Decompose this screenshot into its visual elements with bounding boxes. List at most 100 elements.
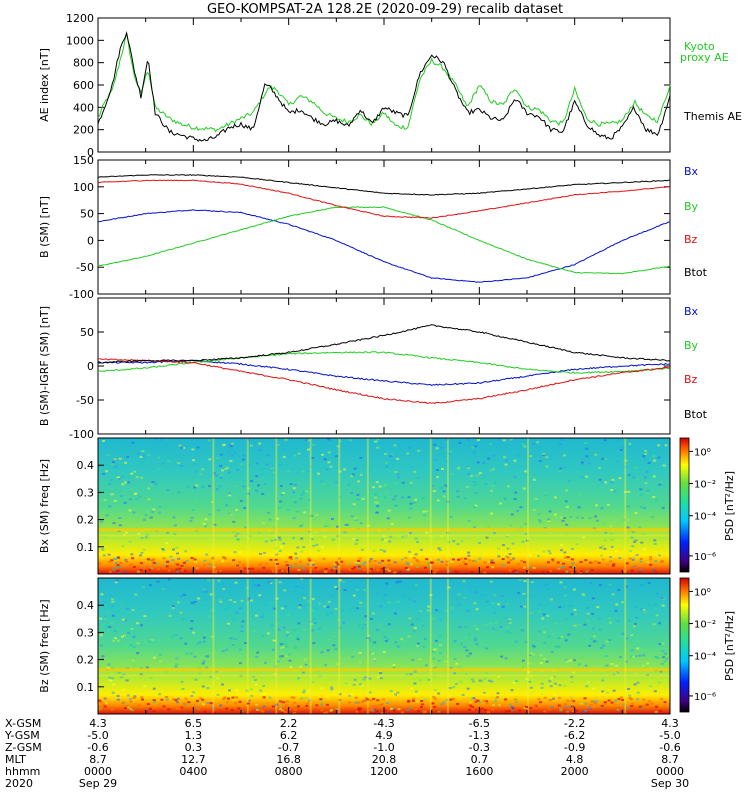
- colorbar-tick-label: 10⁻⁴: [694, 512, 716, 523]
- spectrogram-cell: [271, 648, 275, 651]
- spectrogram-cell: [330, 594, 334, 597]
- spectrogram-cell: [356, 493, 360, 496]
- spectrogram-cell: [260, 509, 264, 512]
- spectrogram-cell: [307, 557, 311, 560]
- spectrogram-cell: [126, 607, 130, 610]
- y-tick-label: -50: [76, 261, 94, 274]
- spectrogram-cell: [447, 541, 450, 544]
- spectrogram-cell: [202, 640, 206, 643]
- spectrogram-cell: [407, 635, 411, 638]
- series-line-bx: [98, 209, 671, 283]
- spectrogram-cell: [194, 470, 198, 473]
- spectrogram-cell: [466, 609, 470, 612]
- spectrogram-cell: [547, 708, 551, 711]
- spectrogram-cell: [387, 569, 391, 572]
- spectrogram-cell: [588, 644, 592, 647]
- spectrogram-cell: [177, 462, 181, 464]
- spectrogram-cell: [336, 445, 340, 448]
- spectrogram-cell: [467, 438, 471, 441]
- spectrogram-cell: [211, 706, 215, 709]
- spectrogram-cell: [489, 469, 492, 472]
- spectrogram-cell: [373, 501, 377, 504]
- spectrogram-cell: [628, 557, 632, 560]
- spectrogram-cell: [375, 710, 379, 713]
- spectrogram-cell: [493, 611, 497, 614]
- spectrogram-cell: [116, 694, 120, 697]
- spectrogram-cell: [440, 703, 444, 706]
- spectrogram-cell: [211, 556, 215, 559]
- spectrogram-cell: [359, 601, 363, 604]
- spectrogram-cell: [246, 702, 250, 705]
- spectrogram-cell: [462, 580, 466, 583]
- spectrogram-cell: [357, 480, 361, 483]
- y-tick-label: 600: [73, 79, 94, 92]
- spectrogram-cell: [259, 689, 263, 692]
- spectrogram-cell: [383, 485, 387, 488]
- spectrogram-cell: [661, 506, 665, 509]
- spectrogram-cell: [228, 689, 231, 692]
- spectrogram-cell: [351, 473, 355, 476]
- spectrogram-cell: [412, 629, 416, 632]
- spectrogram-cell: [466, 467, 470, 469]
- spectrogram-cell: [485, 536, 489, 539]
- spectrogram-cell: [514, 571, 518, 573]
- spectrogram-cell: [540, 686, 544, 689]
- spectrogram-cell: [455, 598, 459, 601]
- spectrogram-cell: [584, 702, 588, 705]
- spectrogram-cell: [180, 564, 184, 567]
- spectrogram-cell: [347, 567, 350, 569]
- spectrogram-cell: [586, 711, 590, 714]
- spectrogram-cell: [649, 563, 653, 566]
- spectrogram-cell: [506, 556, 510, 559]
- spectrogram-cell: [216, 677, 220, 680]
- spectrogram-cell: [392, 498, 396, 501]
- spectrogram-cell: [114, 562, 118, 565]
- spectrogram-cell: [124, 558, 128, 561]
- spectrogram-cell: [333, 563, 337, 565]
- spectrogram-cell: [627, 567, 630, 570]
- spectrogram-cell: [239, 499, 243, 502]
- spectrogram-cell: [243, 526, 247, 529]
- spectrogram-cell: [389, 690, 393, 692]
- spectrogram-cell: [425, 558, 429, 561]
- spectrogram-cell: [577, 506, 581, 509]
- spectrogram-cell: [553, 589, 557, 592]
- spectrogram-cell: [570, 571, 574, 574]
- spectrogram-cell: [130, 553, 134, 556]
- spectrogram-cell: [281, 448, 285, 451]
- spectrogram-cell: [421, 581, 425, 584]
- spectrogram-cell: [372, 549, 376, 552]
- spectrogram-cell: [493, 594, 497, 597]
- spectrogram-cell: [473, 637, 477, 640]
- spectrogram-cell: [194, 501, 197, 504]
- ephemeris-value: -4.3: [373, 717, 394, 730]
- spectrogram-cell: [393, 482, 397, 485]
- spectrogram-cell: [638, 571, 642, 574]
- spectrogram-cell: [235, 611, 239, 614]
- spectrogram-cell: [441, 468, 444, 470]
- spectrogram-cell: [437, 659, 441, 662]
- spectrogram-cell: [110, 559, 114, 562]
- spectrogram-cell: [136, 622, 139, 625]
- spectrogram-cell: [306, 563, 310, 566]
- spectrogram-cell: [410, 563, 413, 566]
- spectrogram-cell: [176, 697, 180, 700]
- ae-ylabel: AE index [nT]: [38, 48, 51, 122]
- spectrogram-cell: [290, 696, 294, 699]
- spectrogram-cell: [497, 438, 501, 441]
- spectrogram-cell: [454, 439, 458, 442]
- spectrogram-cell: [590, 569, 594, 572]
- spectrogram-cell: [331, 538, 335, 541]
- spectrogram-cell: [295, 557, 299, 560]
- spectrogram-cell: [343, 589, 347, 591]
- spectrogram-cell: [206, 702, 210, 704]
- spectrogram-cell: [644, 611, 648, 614]
- spectrogram-cell: [514, 640, 518, 643]
- spectrogram-cell: [191, 509, 195, 511]
- spectrogram-cell: [444, 660, 448, 663]
- spectrogram-cell: [338, 557, 341, 560]
- spectrogram-cell: [293, 701, 297, 704]
- spectrogram-cell: [102, 440, 105, 442]
- spectrogram-cell: [282, 455, 286, 458]
- spectrogram-cell: [396, 691, 400, 694]
